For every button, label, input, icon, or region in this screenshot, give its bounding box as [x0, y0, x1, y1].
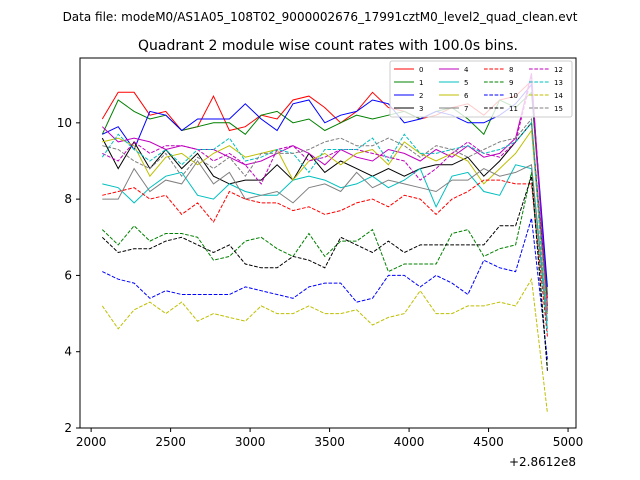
legend-label: 0	[419, 66, 423, 74]
plot-frame	[79, 57, 577, 429]
y-tick-label: 2	[64, 421, 72, 435]
series-line-9	[101, 172, 548, 368]
legend-label: 7	[464, 105, 468, 113]
legend-label: 2	[419, 92, 423, 100]
y-tick-label: 6	[64, 268, 72, 282]
legend-label: 11	[509, 105, 518, 113]
chart-suptitle: Data file: modeM0/AS1A05_108T02_90000026…	[63, 10, 578, 24]
series-line-6	[102, 129, 548, 314]
y-tick-label: 8	[64, 192, 72, 206]
legend-label: 4	[464, 66, 469, 74]
legend-label: 15	[554, 105, 563, 113]
series-line-4	[101, 73, 548, 310]
x-tick-label: 5000	[553, 435, 584, 449]
y-tick-label: 10	[57, 116, 72, 130]
x-tick-label: 2000	[76, 435, 107, 449]
legend-label: 10	[509, 92, 518, 100]
x-offset-label: +2.8612e8	[509, 455, 576, 469]
legend-label: 9	[509, 79, 513, 87]
x-tick-label: 4500	[473, 435, 504, 449]
legend-label: 3	[419, 105, 423, 113]
plot-lines	[101, 73, 548, 413]
series-line-8	[102, 179, 548, 337]
series-line-7	[102, 160, 548, 322]
legend-label: 5	[464, 79, 468, 87]
series-line-5	[102, 164, 548, 329]
legend-label: 14	[554, 92, 563, 100]
legend-label: 1	[419, 79, 423, 87]
series-line-13	[101, 121, 548, 333]
legend-frame	[389, 60, 573, 118]
series-line-14	[101, 277, 548, 413]
legend-label: 12	[554, 66, 563, 74]
y-axis: 2 4 6 8 10	[57, 116, 80, 435]
series-line-12	[102, 76, 548, 314]
chart-title: Quadrant 2 module wise count rates with …	[138, 38, 518, 54]
series-line-11	[101, 176, 548, 371]
legend-label: 8	[509, 66, 513, 74]
legend-label: 13	[554, 79, 563, 87]
legend-label: 6	[464, 92, 469, 100]
series-line-10	[102, 218, 548, 360]
series-line-3	[101, 121, 548, 306]
x-axis: 2000 2500 3000 3500 4000 4500 5000	[76, 428, 583, 449]
x-tick-label: 4000	[394, 435, 425, 449]
y-tick-label: 4	[64, 345, 72, 359]
series-line-2	[102, 83, 548, 287]
x-tick-label: 2500	[155, 435, 186, 449]
x-tick-label: 3000	[235, 435, 266, 449]
x-tick-label: 3500	[314, 435, 345, 449]
